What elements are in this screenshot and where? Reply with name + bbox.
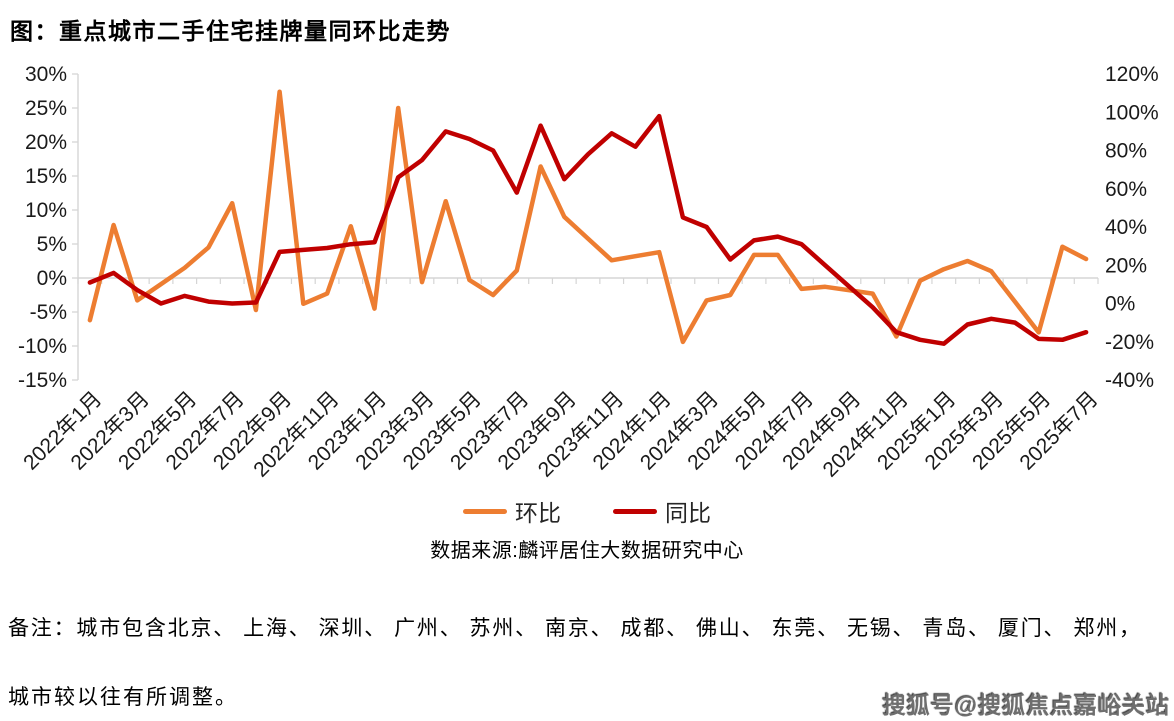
right-axis-label: 120% — [1105, 63, 1159, 86]
left-axis-label: 10% — [25, 199, 67, 222]
left-axis-label: 0% — [37, 267, 67, 290]
left-axis-label: 25% — [25, 97, 67, 120]
legend-item-mom: 环比 — [463, 494, 561, 528]
legend-label: 环比 — [515, 500, 561, 526]
right-axis-label: 0% — [1105, 293, 1135, 316]
right-axis-label: 40% — [1105, 216, 1147, 239]
left-axis-label: 5% — [37, 233, 67, 256]
legend-item-yoy: 同比 — [613, 494, 711, 528]
left-axis-label: -5% — [30, 301, 67, 324]
right-axis-label: -40% — [1105, 369, 1154, 392]
chart-canvas: -15% -10% -5% 0% 5% 10% 15% 20% 25% 30% -40% -20% 0%… — [18, 63, 1159, 482]
left-axis-label: 20% — [25, 131, 67, 154]
left-axis-label: 30% — [25, 63, 67, 86]
watermark-sohu-account: 搜狐号@搜狐焦点嘉峪关站 — [882, 692, 1170, 718]
legend-swatch-icon — [463, 508, 507, 514]
left-axis-label: -15% — [18, 369, 67, 392]
series-line-mom — [87, 89, 1089, 345]
right-axis-label: 80% — [1105, 140, 1147, 163]
series-line-yoy — [87, 113, 1089, 346]
left-axis-label: -10% — [18, 335, 67, 358]
data-source-caption: 数据来源:麟评居住大数据研究中心 — [430, 540, 744, 562]
right-axis-label: 20% — [1105, 254, 1147, 277]
legend-swatch-icon — [613, 508, 657, 514]
footnote-line-1: 备注：城市包含北京、 上海、 深圳、 广州、 苏州、 南京、 成都、 佛山、 东… — [8, 616, 1140, 640]
right-axis-label: 100% — [1105, 101, 1159, 124]
footnote-line-2: 城市较以往有所调整。 — [8, 685, 238, 709]
legend-label: 同比 — [665, 500, 711, 526]
left-axis-label: 15% — [25, 165, 67, 188]
chart-title: 图：重点城市二手住宅挂牌量同环比走势 — [10, 18, 451, 44]
right-axis-label: -20% — [1105, 331, 1154, 354]
chart-legend: 环比 同比 — [0, 494, 1174, 528]
right-axis-label: 60% — [1105, 178, 1147, 201]
